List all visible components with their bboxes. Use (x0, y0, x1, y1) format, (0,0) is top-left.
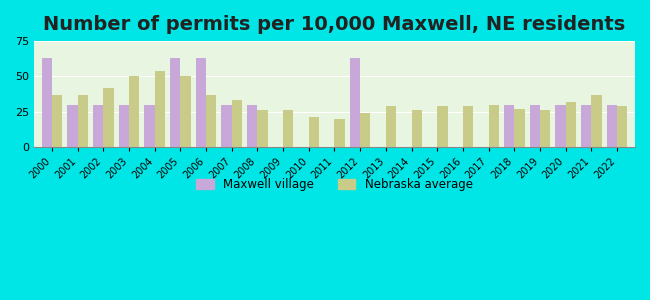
Bar (232, 100, 242, 147)
Bar (77, 95, 88, 147)
Bar (93, 104, 103, 147)
Bar (257, 110, 268, 147)
Bar (350, 58, 360, 147)
Bar (52, 95, 62, 147)
Bar (206, 95, 216, 147)
Bar (555, 104, 566, 147)
Title: Number of permits per 10,000 Maxwell, NE residents: Number of permits per 10,000 Maxwell, NE… (44, 15, 625, 34)
Bar (411, 110, 422, 147)
Bar (155, 71, 165, 147)
Bar (222, 104, 232, 147)
Bar (504, 104, 514, 147)
Bar (540, 110, 551, 147)
Bar (103, 88, 114, 147)
Bar (514, 109, 525, 147)
Bar (42, 58, 52, 147)
Bar (581, 104, 592, 147)
Bar (119, 104, 129, 147)
Bar (489, 104, 499, 147)
Bar (170, 58, 181, 147)
Bar (181, 76, 190, 147)
Bar (386, 106, 396, 147)
Bar (566, 102, 576, 147)
Bar (592, 95, 602, 147)
Bar (437, 106, 447, 147)
Bar (144, 104, 155, 147)
Bar (129, 76, 139, 147)
Bar (360, 113, 370, 147)
Bar (617, 106, 627, 147)
Bar (335, 118, 344, 147)
Bar (68, 104, 77, 147)
Bar (309, 117, 319, 147)
Bar (196, 58, 206, 147)
Bar (283, 110, 293, 147)
Bar (247, 104, 257, 147)
Bar (530, 104, 540, 147)
Legend: Maxwell village, Nebraska average: Maxwell village, Nebraska average (191, 173, 478, 196)
Bar (606, 104, 617, 147)
Bar (463, 106, 473, 147)
